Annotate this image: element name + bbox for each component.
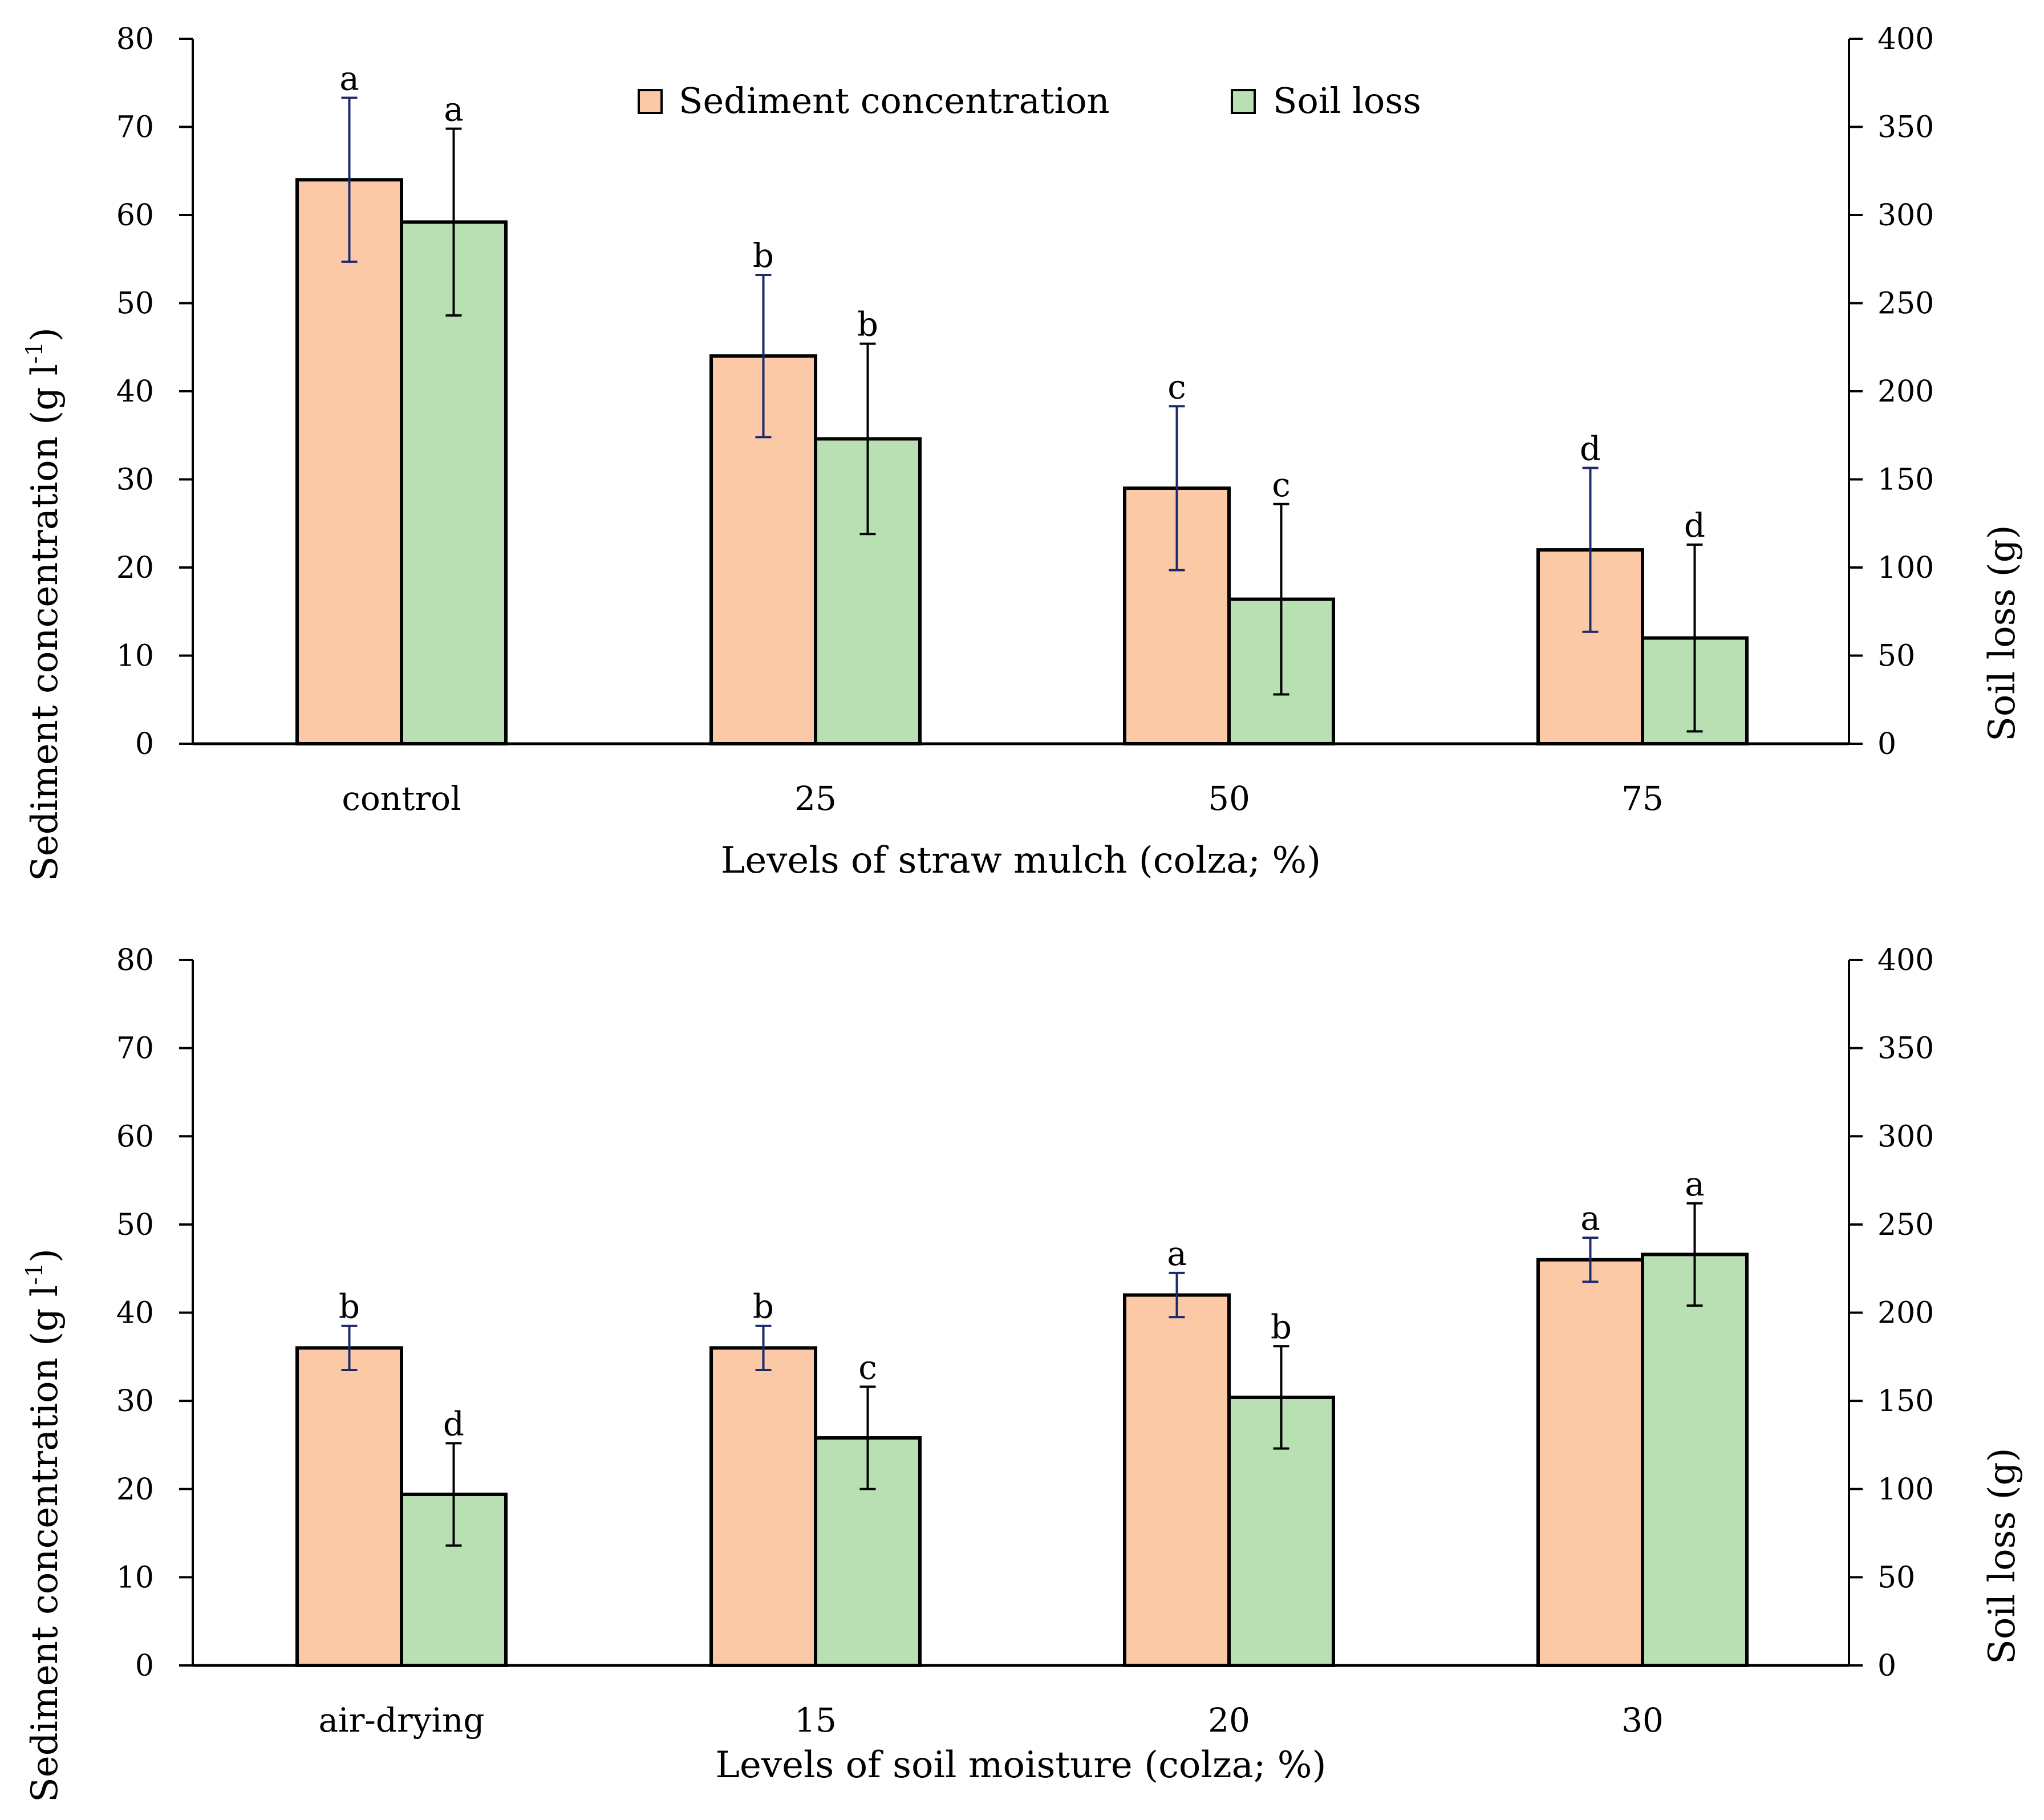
y-tick-label-right: 0 bbox=[1877, 727, 1896, 761]
x-tick-label: 30 bbox=[1621, 1701, 1664, 1740]
x-tick-label: air-drying bbox=[318, 1701, 484, 1740]
y-tick-label-left: 0 bbox=[135, 727, 154, 761]
y-tick-label-left: 20 bbox=[116, 551, 154, 585]
significance-label-sediment: a bbox=[1580, 1199, 1600, 1238]
bar-sediment bbox=[1123, 1293, 1231, 1667]
bar-sediment bbox=[295, 178, 403, 745]
significance-label-soil-loss: a bbox=[444, 90, 464, 129]
y-tick-label-right: 150 bbox=[1877, 463, 1934, 497]
significance-label-sediment: b bbox=[339, 1287, 360, 1326]
y-axis-title-right: Soil loss (g) bbox=[1981, 1448, 2023, 1664]
bar-sediment bbox=[295, 1346, 403, 1668]
x-tick-label: control bbox=[342, 779, 461, 818]
significance-label-soil-loss: b bbox=[857, 305, 878, 344]
significance-label-soil-loss: b bbox=[1271, 1307, 1292, 1346]
y-tick-label-right: 400 bbox=[1877, 22, 1934, 56]
significance-label-sediment: d bbox=[1580, 429, 1601, 468]
legend-swatch-soil bbox=[1231, 89, 1256, 114]
y-tick-label-left: 20 bbox=[116, 1473, 154, 1507]
y-tick-label-left: 80 bbox=[116, 943, 154, 978]
y-tick-label-right: 350 bbox=[1877, 1032, 1934, 1066]
chart-panel-1: 0 10 20 30 40 50 60 70 80 0 50 100 150 200 250 300 350 40… bbox=[22, 22, 2023, 882]
y-tick-label-right: 400 bbox=[1877, 943, 1934, 978]
y-tick-label-right: 200 bbox=[1877, 375, 1934, 409]
y-tick-label-right: 300 bbox=[1877, 198, 1934, 233]
bar-soil-loss bbox=[1641, 1252, 1749, 1667]
y-tick-label-left: 40 bbox=[116, 375, 154, 409]
x-tick-label: 20 bbox=[1208, 1701, 1250, 1740]
significance-label-soil-loss: c bbox=[858, 1348, 877, 1387]
y-axis-title-left: Sediment concentration (g l-1) bbox=[22, 327, 66, 881]
y-axis-title-right: Soil loss (g) bbox=[1981, 525, 2023, 741]
y-axis-title-left: Sediment concentration (g l-1) bbox=[22, 1249, 66, 1802]
y-tick-label-right: 250 bbox=[1877, 1208, 1934, 1242]
y-tick-label-left: 30 bbox=[116, 1384, 154, 1418]
y-tick-label-left: 50 bbox=[116, 287, 154, 321]
y-tick-label-right: 100 bbox=[1877, 1473, 1934, 1507]
y-tick-label-left: 70 bbox=[116, 1032, 154, 1066]
significance-label-soil-loss: a bbox=[1685, 1165, 1705, 1203]
y-tick-label-left: 10 bbox=[116, 1560, 154, 1595]
y-tick-label-left: 60 bbox=[116, 1120, 154, 1154]
y-tick-label-left: 60 bbox=[116, 198, 154, 233]
significance-label-sediment: a bbox=[1167, 1234, 1187, 1273]
y-tick-label-right: 50 bbox=[1877, 1560, 1915, 1595]
x-axis-title: Levels of straw mulch (colza; %) bbox=[721, 840, 1321, 882]
y-tick-label-left: 80 bbox=[116, 22, 154, 56]
y-tick-label-left: 0 bbox=[135, 1649, 154, 1683]
x-tick-label: 15 bbox=[794, 1701, 837, 1740]
x-axis-title: Levels of soil moisture (colza; %) bbox=[716, 1744, 1327, 1786]
y-tick-label-right: 200 bbox=[1877, 1296, 1934, 1331]
x-tick-label: 50 bbox=[1208, 779, 1250, 818]
y-tick-label-right: 150 bbox=[1877, 1384, 1934, 1418]
significance-label-sediment: c bbox=[1167, 367, 1186, 406]
bar-sediment bbox=[709, 1346, 817, 1668]
y-tick-label-left: 30 bbox=[116, 463, 154, 497]
y-tick-label-left: 10 bbox=[116, 639, 154, 674]
significance-label-soil-loss: d bbox=[1684, 506, 1705, 545]
y-tick-label-right: 100 bbox=[1877, 551, 1934, 585]
significance-label-sediment: b bbox=[753, 1287, 774, 1326]
y-tick-label-right: 300 bbox=[1877, 1120, 1934, 1154]
y-tick-label-right: 350 bbox=[1877, 111, 1934, 145]
chart-panel-2: 0 10 20 30 40 50 60 70 80 0 50 100 150 200 250 300 350 40… bbox=[22, 943, 2023, 1802]
x-tick-label: 75 bbox=[1621, 779, 1664, 818]
y-tick-label-right: 0 bbox=[1877, 1649, 1896, 1683]
legend-label-sediment: Sediment concentration bbox=[679, 80, 1110, 121]
significance-label-soil-loss: c bbox=[1272, 465, 1290, 504]
y-tick-label-right: 250 bbox=[1877, 287, 1934, 321]
significance-label-soil-loss: d bbox=[443, 1404, 464, 1443]
y-tick-label-right: 50 bbox=[1877, 639, 1915, 674]
x-tick-label: 25 bbox=[794, 779, 837, 818]
significance-label-sediment: a bbox=[339, 59, 359, 98]
bar-sediment bbox=[1536, 1258, 1644, 1668]
significance-label-sediment: b bbox=[753, 236, 774, 275]
y-tick-label-left: 40 bbox=[116, 1296, 154, 1331]
legend-swatch-sediment bbox=[638, 89, 663, 114]
legend: Sediment concentration Soil loss bbox=[638, 80, 1421, 121]
y-tick-label-left: 70 bbox=[116, 111, 154, 145]
y-tick-label-left: 50 bbox=[116, 1208, 154, 1242]
legend-label-soil: Soil loss bbox=[1273, 80, 1421, 121]
